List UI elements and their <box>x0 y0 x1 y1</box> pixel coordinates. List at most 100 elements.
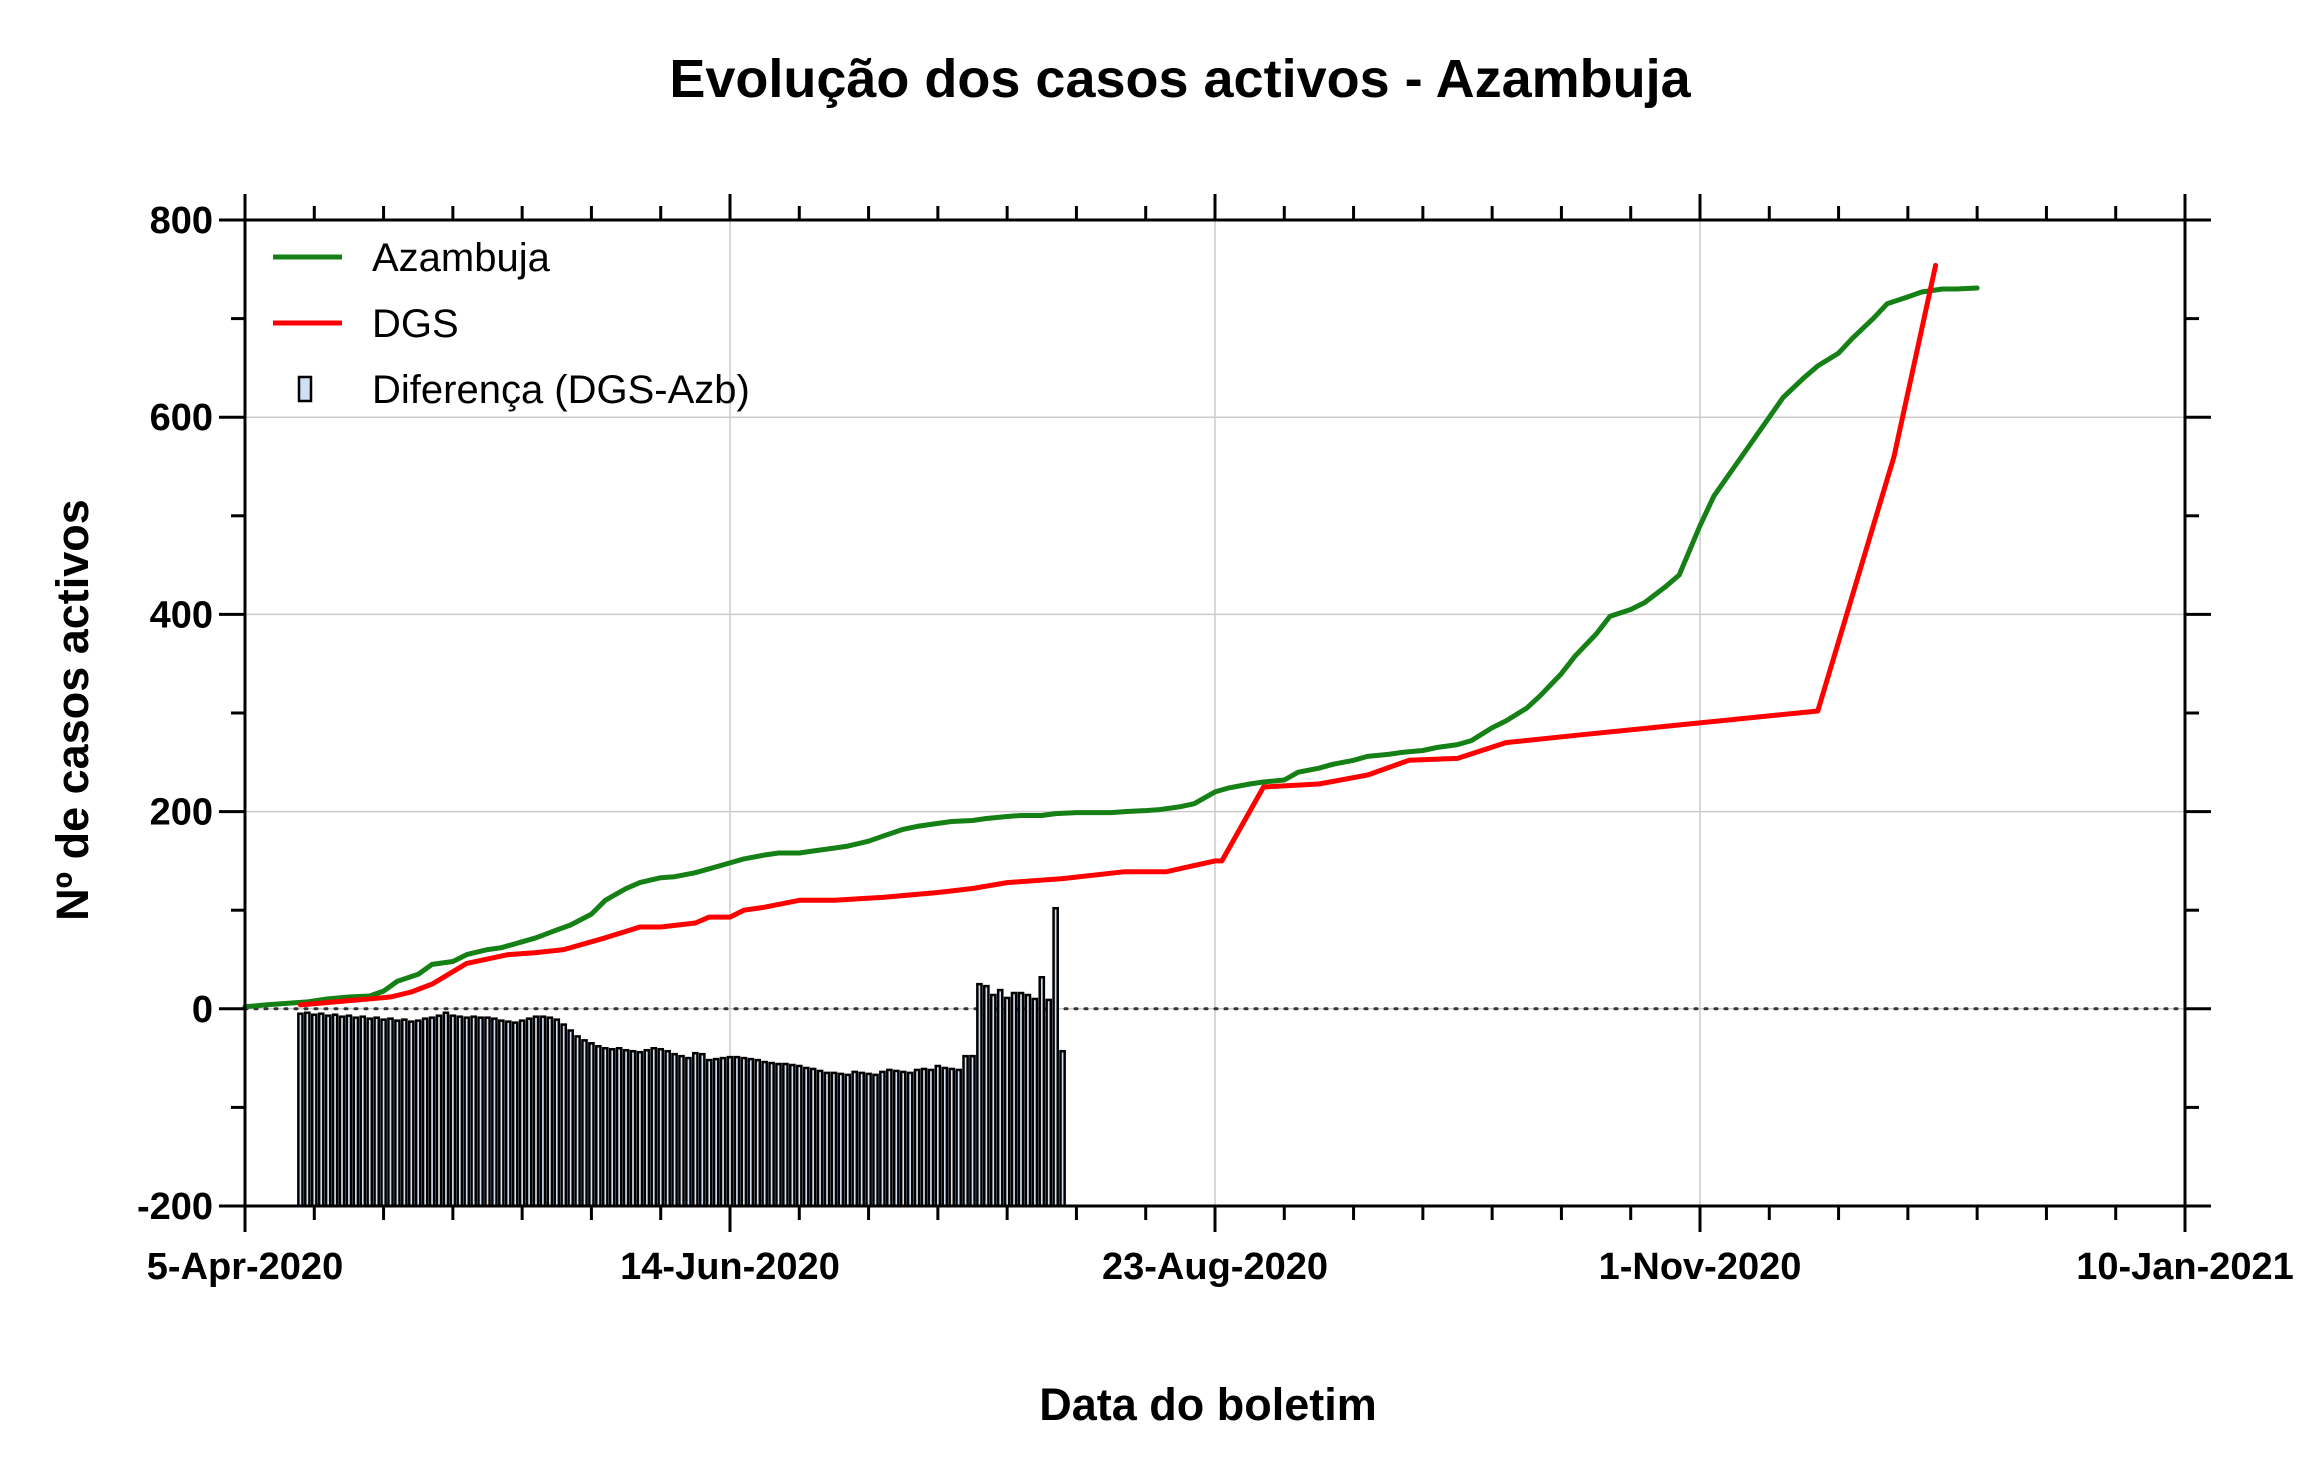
difference-bar <box>844 1073 852 1208</box>
difference-bar <box>442 1011 450 1208</box>
legend-swatch-bar <box>297 375 313 403</box>
difference-bar <box>615 1046 623 1208</box>
difference-bar <box>906 1071 914 1208</box>
difference-bar <box>394 1019 401 1208</box>
difference-bar <box>428 1016 436 1208</box>
difference-bar <box>795 1064 803 1208</box>
legend: Azambuja DGS Diferença (DGS-Azb) <box>273 236 750 412</box>
difference-bar <box>470 1015 477 1208</box>
difference-bar <box>934 1064 942 1208</box>
difference-bar <box>969 1054 976 1208</box>
series-line-dgs <box>297 262 1939 1008</box>
difference-bar <box>1017 991 1025 1208</box>
difference-bar <box>297 1012 304 1208</box>
difference-bar <box>1031 997 1039 1208</box>
y-tick-label: -200 <box>137 1186 213 1228</box>
difference-bar <box>601 1046 609 1208</box>
difference-bar <box>560 1023 568 1208</box>
difference-bar <box>401 1018 408 1208</box>
difference-bar <box>1045 998 1053 1208</box>
difference-bar <box>331 1013 339 1208</box>
difference-bar <box>775 1062 782 1208</box>
difference-bar <box>941 1066 949 1208</box>
difference-bar <box>421 1017 429 1208</box>
difference-bar <box>712 1057 720 1208</box>
difference-bar <box>671 1052 678 1208</box>
difference-bar <box>830 1071 838 1208</box>
difference-bar <box>692 1051 699 1208</box>
difference-bar <box>629 1049 637 1208</box>
chart-title: Evolução dos casos activos - Azambuja <box>669 49 1691 109</box>
difference-bar <box>1024 993 1032 1208</box>
difference-bar <box>740 1056 748 1208</box>
difference-bar <box>359 1015 367 1208</box>
difference-bar <box>837 1072 845 1208</box>
difference-bar <box>414 1019 422 1208</box>
legend-label: Azambuja <box>372 236 551 280</box>
difference-bar <box>747 1057 755 1208</box>
difference-bar <box>886 1068 893 1208</box>
difference-bar <box>463 1016 471 1208</box>
difference-bar <box>802 1066 810 1208</box>
difference-bar <box>816 1069 824 1208</box>
difference-bar <box>498 1019 505 1208</box>
legend-label: DGS <box>372 302 459 346</box>
difference-bar <box>1052 906 1059 1208</box>
difference-bar <box>948 1067 956 1208</box>
difference-bar <box>1003 996 1011 1208</box>
difference-bar <box>546 1016 554 1208</box>
difference-bar <box>899 1070 907 1208</box>
y-tick-label: 800 <box>150 200 213 242</box>
difference-bar <box>733 1055 741 1208</box>
difference-bar <box>879 1070 886 1208</box>
y-tick-label: 200 <box>150 792 213 834</box>
difference-bar <box>1010 991 1018 1208</box>
difference-bar <box>976 982 983 1208</box>
difference-bar <box>338 1015 346 1208</box>
difference-bar <box>581 1039 588 1208</box>
difference-bar <box>920 1067 928 1208</box>
difference-bar <box>373 1016 380 1208</box>
difference-bar <box>504 1020 512 1208</box>
difference-bar <box>477 1016 484 1208</box>
difference-bar <box>823 1071 831 1208</box>
difference-bar <box>366 1017 374 1208</box>
difference-bar <box>380 1018 387 1208</box>
difference-bar <box>1059 1049 1066 1208</box>
difference-bar <box>324 1014 332 1208</box>
difference-bar <box>858 1071 865 1208</box>
difference-bar <box>789 1063 796 1208</box>
difference-bar <box>726 1055 734 1208</box>
difference-bar <box>574 1035 581 1208</box>
difference-bar <box>317 1012 325 1208</box>
difference-bar <box>865 1072 872 1208</box>
difference-bar <box>955 1068 962 1208</box>
difference-bar <box>650 1046 658 1208</box>
difference-bar <box>1038 975 1046 1208</box>
difference-bar <box>685 1056 692 1208</box>
difference-bar <box>491 1017 498 1208</box>
difference-bar <box>768 1061 775 1208</box>
difference-bar <box>518 1019 526 1208</box>
difference-bar <box>809 1067 817 1208</box>
difference-bar <box>435 1014 443 1208</box>
difference-bar <box>387 1017 394 1208</box>
y-tick-label: 600 <box>150 397 213 439</box>
difference-bar <box>345 1014 353 1208</box>
difference-bar <box>484 1016 491 1208</box>
difference-bar <box>310 1013 318 1208</box>
x-tick-label: 1-Nov-2020 <box>1599 1246 1802 1288</box>
difference-bar <box>989 993 997 1208</box>
difference-bar <box>352 1016 360 1208</box>
difference-bar <box>525 1017 533 1208</box>
difference-bar <box>636 1050 644 1208</box>
difference-bar <box>927 1068 935 1208</box>
difference-bar <box>892 1069 900 1208</box>
difference-bar <box>678 1054 685 1208</box>
y-tick-label: 0 <box>192 989 213 1031</box>
difference-bar <box>539 1015 547 1208</box>
y-axis-label: Nº de casos activos <box>47 499 98 921</box>
difference-bar <box>983 984 990 1208</box>
difference-bar <box>698 1052 706 1208</box>
difference-bar <box>608 1047 616 1208</box>
